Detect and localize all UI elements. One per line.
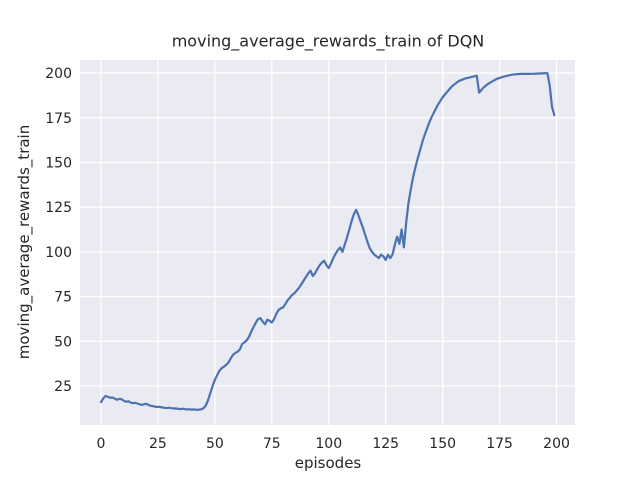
x-tick-label: 125 [372,436,399,452]
y-tick-label: 150 [45,155,72,171]
x-tick-label: 150 [429,436,456,452]
x-tick-label: 50 [206,436,224,452]
chart-title: moving_average_rewards_train of DQN [171,31,485,51]
x-tick-label: 100 [315,436,342,452]
y-axis-label: moving_average_rewards_train [15,124,33,360]
y-tick-label: 200 [45,66,72,82]
x-tick-label: 25 [149,436,167,452]
reward-line [99,72,556,411]
x-tick-label: 75 [263,436,281,452]
x-tick-label: 175 [486,436,513,452]
y-tick-label: 50 [54,334,72,350]
x-tick-label: 0 [96,436,105,452]
y-tick-label: 25 [54,379,72,395]
y-tick-label: 100 [45,245,72,261]
y-tick-label: 125 [45,200,72,216]
x-tick-label: 200 [543,436,570,452]
x-axis-label: episodes [294,454,362,472]
plot-background [80,60,575,425]
y-tick-label: 175 [45,111,72,127]
y-tick-label: 75 [54,290,72,306]
